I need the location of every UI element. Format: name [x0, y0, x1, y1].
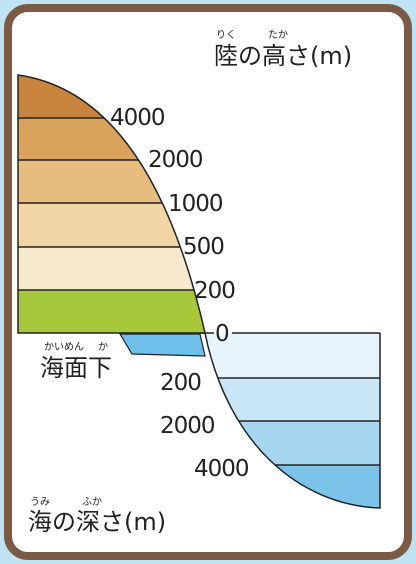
ruby: か — [98, 341, 108, 353]
ruby: かいめん — [44, 341, 84, 353]
land-label: 2000 — [148, 147, 203, 173]
sea-label: 2000 — [160, 413, 215, 439]
land-title: 陸の高さ(m) — [214, 42, 352, 70]
sea-label: 200 — [160, 370, 201, 396]
ruby: たか — [268, 29, 288, 41]
sea-title: 海の深さ(m) — [28, 508, 166, 536]
ruby: りく — [216, 29, 236, 41]
land-label: 200 — [194, 278, 235, 304]
sea-outline — [204, 332, 381, 509]
land-label: 1000 — [168, 191, 223, 217]
land-label: 500 — [183, 234, 224, 260]
ruby: うみ — [30, 496, 50, 508]
below-sea-label: 海面下 — [40, 354, 112, 382]
below-sea-strip — [118, 333, 206, 357]
land-label: 0 — [215, 321, 229, 347]
land-label: 4000 — [110, 105, 165, 131]
ruby: ふか — [82, 496, 102, 508]
land-outline — [17, 74, 206, 334]
sea-label: 4000 — [194, 456, 249, 482]
